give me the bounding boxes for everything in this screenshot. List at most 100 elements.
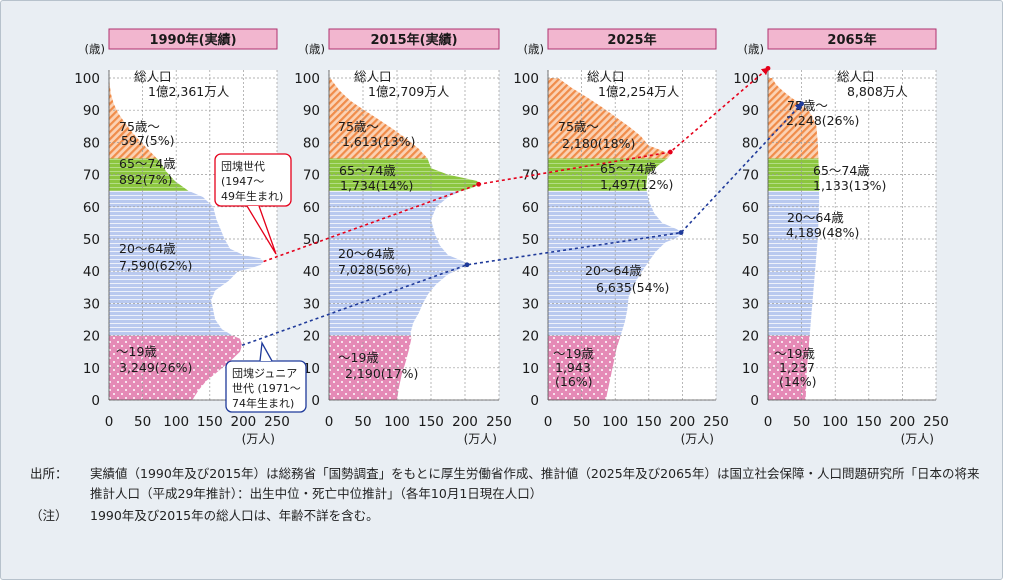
x-tick-label: 0 (764, 414, 773, 430)
x-tick-label: 100 (822, 414, 848, 430)
figure-notes: 出所： 実績値（1990年及び2015年）は総務省「国勢調査」をもとに厚生労働省… (30, 464, 990, 526)
source-label: 出所： (30, 466, 68, 481)
y-tick-label: 40 (83, 264, 100, 280)
x-axis-unit: (万人) (464, 432, 497, 446)
undefined: 総人口 (134, 69, 172, 84)
y-tick-label: 80 (742, 135, 759, 151)
y-tick-label: 90 (83, 103, 100, 119)
band-age-20-64 (768, 190, 820, 336)
x-tick-label: 200 (670, 414, 696, 430)
y-tick-label: 50 (522, 232, 539, 248)
x-tick-label: 150 (418, 414, 444, 430)
y-tick-label: 70 (83, 168, 100, 184)
dankai-generation-arrow-point (667, 149, 673, 155)
panel-title-box (328, 28, 500, 50)
x-tick-label: 250 (486, 414, 512, 430)
panel-title: 1990年(実績) (149, 32, 236, 48)
group-label: 20～64歳 (119, 241, 176, 256)
group-value: 4,189(48%) (786, 225, 859, 240)
group-label: 75歳～ (787, 98, 828, 113)
y-axis-unit: (歳) (305, 42, 325, 56)
y-tick-label: 40 (742, 264, 759, 280)
dankai-callout-pointer (246, 205, 277, 255)
dankai-junior-callout-text: 団塊ジュニア世代 (1971～ 74年生まれ) (232, 367, 301, 410)
y-tick-label: 50 (303, 232, 320, 248)
x-tick-label: 50 (134, 414, 151, 430)
group-label: 20～64歳 (585, 263, 642, 278)
band-age-75-plus (329, 78, 428, 159)
y-tick-label: 20 (742, 329, 759, 345)
x-tick-label: 200 (452, 414, 478, 430)
group-label: ～19歳 (774, 346, 815, 361)
group-value: 7,590(62%) (119, 258, 192, 273)
x-tick-label: 150 (856, 414, 882, 430)
group-label: 20～64歳 (787, 210, 844, 225)
x-tick-label: 100 (384, 414, 410, 430)
x-axis-unit: (万人) (901, 432, 934, 446)
y-tick-label: 100 (733, 71, 759, 87)
group-value: 1,133(13%) (813, 178, 886, 193)
dankai-callout: 団塊世代(1947～ 49年生まれ) (214, 153, 292, 255)
group-value: 6,635(54%) (596, 280, 669, 295)
y-tick-label: 60 (303, 200, 320, 216)
group-value: 1,237 (14%) (779, 360, 817, 389)
undefined: 1億2,709万人 (368, 84, 450, 99)
y-tick-label: 40 (303, 264, 320, 280)
y-axis-unit: (歳) (85, 42, 105, 56)
band-age-75-plus (109, 78, 157, 159)
group-label: 20～64歳 (338, 246, 395, 261)
dankai-junior-arrow-point (678, 230, 684, 235)
y-tick-label: 60 (83, 200, 100, 216)
group-label: ～19歳 (116, 344, 157, 359)
y-tick-label: 70 (742, 168, 759, 184)
y-tick-label: 30 (742, 296, 759, 312)
x-tick-label: 50 (354, 414, 371, 430)
y-tick-label: 10 (522, 361, 539, 377)
x-tick-label: 0 (544, 414, 553, 430)
remark-label: （注） (30, 508, 68, 523)
y-tick-label: 50 (83, 232, 100, 248)
undefined: 1億2,254万人 (598, 84, 680, 99)
group-value: 2,190(17%) (345, 366, 418, 381)
panel-title-box (108, 28, 278, 50)
y-tick-label: 0 (750, 393, 759, 409)
group-value: 7,028(56%) (338, 262, 411, 277)
group-label: 65～74歳 (339, 163, 396, 178)
y-tick-label: 100 (513, 71, 539, 87)
band-age-75-plus (768, 78, 819, 159)
y-tick-label: 10 (83, 361, 100, 377)
group-value: 1,943 (16%) (555, 360, 593, 389)
x-tick-label: 50 (573, 414, 590, 430)
y-tick-label: 90 (522, 103, 539, 119)
y-tick-label: 80 (83, 135, 100, 151)
group-value: 1,734(14%) (340, 178, 413, 193)
x-tick-label: 150 (197, 414, 223, 430)
group-label: 75歳～ (558, 119, 599, 134)
undefined: 総人口 (837, 69, 875, 84)
group-label: 75歳～ (119, 119, 160, 134)
x-tick-label: 0 (105, 414, 114, 430)
group-value: 3,249(26%) (119, 360, 192, 375)
x-tick-label: 100 (163, 414, 189, 430)
undefined: 1億2,361万人 (148, 84, 230, 99)
pyramid-panel-1: 0 10 20 30 40 50 60 70 80 90 100 0 50 100 150 200 250 (歳)… (294, 28, 512, 446)
y-tick-label: 50 (742, 232, 759, 248)
y-tick-label: 10 (303, 361, 320, 377)
panel-title: 2065年 (827, 32, 876, 48)
x-axis-unit: (万人) (242, 432, 275, 446)
y-tick-label: 100 (74, 71, 100, 87)
y-tick-label: 100 (294, 71, 320, 87)
y-tick-label: 90 (742, 103, 759, 119)
dankai-junior-arrow-point (799, 101, 804, 107)
x-tick-label: 50 (793, 414, 810, 430)
band-age-75-plus (548, 78, 671, 159)
dankai-junior-callout: 団塊ジュニア世代 (1971～ 74年生まれ) (225, 340, 307, 413)
group-label: 65～74歳 (600, 161, 657, 176)
dankai-junior-callout-pointer (259, 340, 273, 362)
group-label: 75歳～ (338, 119, 379, 134)
y-axis-unit: (歳) (524, 42, 544, 56)
y-tick-label: 0 (530, 393, 539, 409)
y-tick-label: 40 (522, 264, 539, 280)
y-tick-label: 70 (522, 168, 539, 184)
